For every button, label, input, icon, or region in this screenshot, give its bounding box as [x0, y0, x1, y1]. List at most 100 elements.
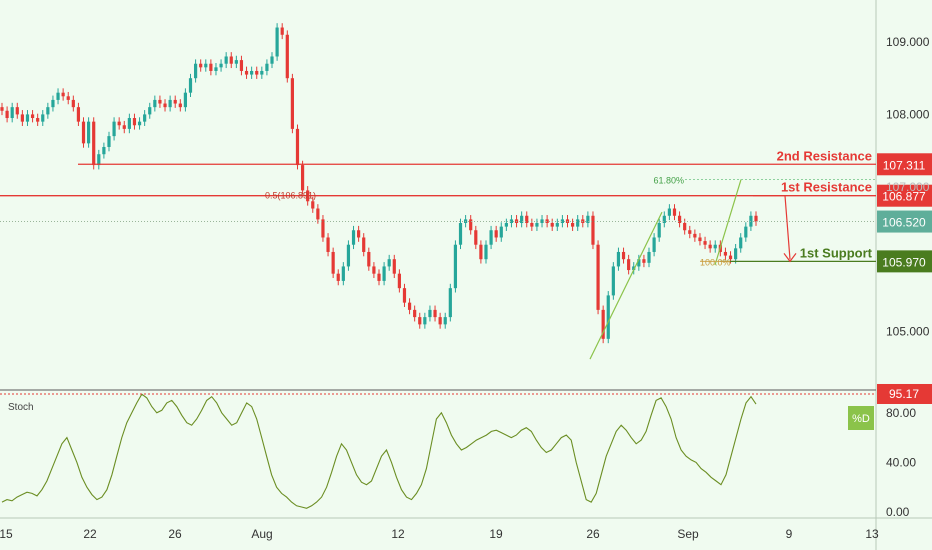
fib-100-label: 100.0% — [700, 257, 731, 267]
candle — [438, 317, 442, 325]
candle — [611, 266, 615, 296]
candle — [321, 219, 325, 238]
candle — [15, 107, 19, 115]
time-tick-label: 26 — [168, 527, 182, 541]
fib-group: 61.80% 100.0% 0.5(106.891) — [265, 176, 876, 360]
candle — [458, 223, 463, 245]
candle — [596, 244, 600, 310]
candle — [698, 237, 702, 242]
candle — [418, 317, 422, 325]
candle — [92, 121, 96, 166]
candle — [453, 244, 458, 289]
fib-half-label: 0.5(106.891) — [265, 191, 316, 201]
candle — [270, 56, 274, 64]
candle — [244, 70, 249, 75]
candle — [469, 219, 473, 231]
candle — [331, 251, 335, 274]
time-tick-label: Aug — [251, 527, 272, 541]
candle — [87, 121, 91, 144]
candle — [428, 309, 432, 318]
candles-group — [0, 23, 758, 344]
current-price-badge — [877, 210, 932, 233]
candle — [713, 244, 717, 249]
candle — [413, 309, 417, 318]
candle — [61, 92, 65, 97]
candle — [362, 237, 366, 252]
candle — [382, 266, 386, 281]
candle — [316, 208, 320, 220]
fib-leg-2 — [714, 179, 742, 266]
fib-61-label: 61.80% — [653, 176, 684, 186]
stoch-marker-label: 95.17 — [889, 387, 919, 401]
candle — [280, 27, 284, 35]
level-name: 2nd Resistance — [777, 148, 872, 163]
candle — [214, 67, 218, 71]
candle — [601, 309, 605, 339]
candle — [285, 34, 289, 79]
price-tick-label: 108.000 — [886, 107, 930, 121]
candle — [127, 118, 131, 129]
candle — [341, 266, 345, 281]
candle — [260, 70, 264, 75]
stoch-tick-label: 40.00 — [886, 455, 916, 469]
candle — [642, 259, 646, 263]
stoch-tick-label: 0.00 — [886, 505, 910, 519]
stoch-legend-badge — [848, 406, 874, 430]
candle — [346, 244, 351, 267]
candle — [300, 165, 305, 191]
candle — [143, 114, 147, 122]
candle — [97, 154, 101, 166]
candle — [545, 219, 549, 223]
candle — [662, 215, 666, 223]
candle — [525, 215, 529, 223]
candle — [137, 121, 142, 126]
level-price-label: 106.877 — [882, 190, 926, 204]
time-tick-label: 19 — [489, 527, 503, 541]
level-price-badge — [877, 153, 932, 176]
candle — [535, 223, 539, 227]
candle — [397, 273, 401, 289]
candle — [5, 110, 9, 119]
candle — [570, 223, 575, 227]
candle — [112, 121, 116, 137]
candle — [148, 107, 152, 115]
candle — [36, 118, 40, 122]
price-tick-label: 105.000 — [886, 325, 930, 339]
candle — [76, 107, 81, 122]
candle — [20, 114, 24, 122]
candle — [71, 99, 75, 108]
candle — [647, 251, 651, 263]
candle — [703, 241, 707, 245]
level-price-badge — [877, 250, 932, 273]
candle — [423, 317, 427, 325]
level-name: 1st Resistance — [781, 180, 872, 195]
stoch-tick-label: 80.00 — [886, 406, 916, 420]
axes-group: 109.000 108.000 105.000 107.000 15 22 26 Aug 12 1… — [0, 35, 930, 541]
stoch-marker-badge — [877, 383, 932, 404]
candle — [632, 266, 636, 271]
candle — [606, 295, 610, 339]
candle — [153, 99, 157, 108]
candle — [107, 136, 111, 147]
candle — [290, 78, 294, 129]
candle — [407, 302, 412, 310]
candle — [25, 114, 30, 122]
hidden-price-tick: 107.000 — [886, 180, 930, 194]
candle — [433, 309, 437, 318]
candle — [234, 60, 238, 64]
candle — [173, 99, 177, 104]
candle — [81, 121, 86, 144]
candle — [683, 223, 687, 231]
candle — [336, 273, 340, 281]
candle — [616, 251, 621, 267]
candle — [66, 96, 70, 100]
candle — [723, 251, 728, 256]
level-price-label: 107.311 — [883, 158, 926, 172]
candle — [484, 244, 488, 260]
time-tick-label: 13 — [865, 527, 879, 541]
candle — [295, 128, 300, 166]
candle — [188, 78, 193, 93]
candle — [657, 223, 661, 238]
